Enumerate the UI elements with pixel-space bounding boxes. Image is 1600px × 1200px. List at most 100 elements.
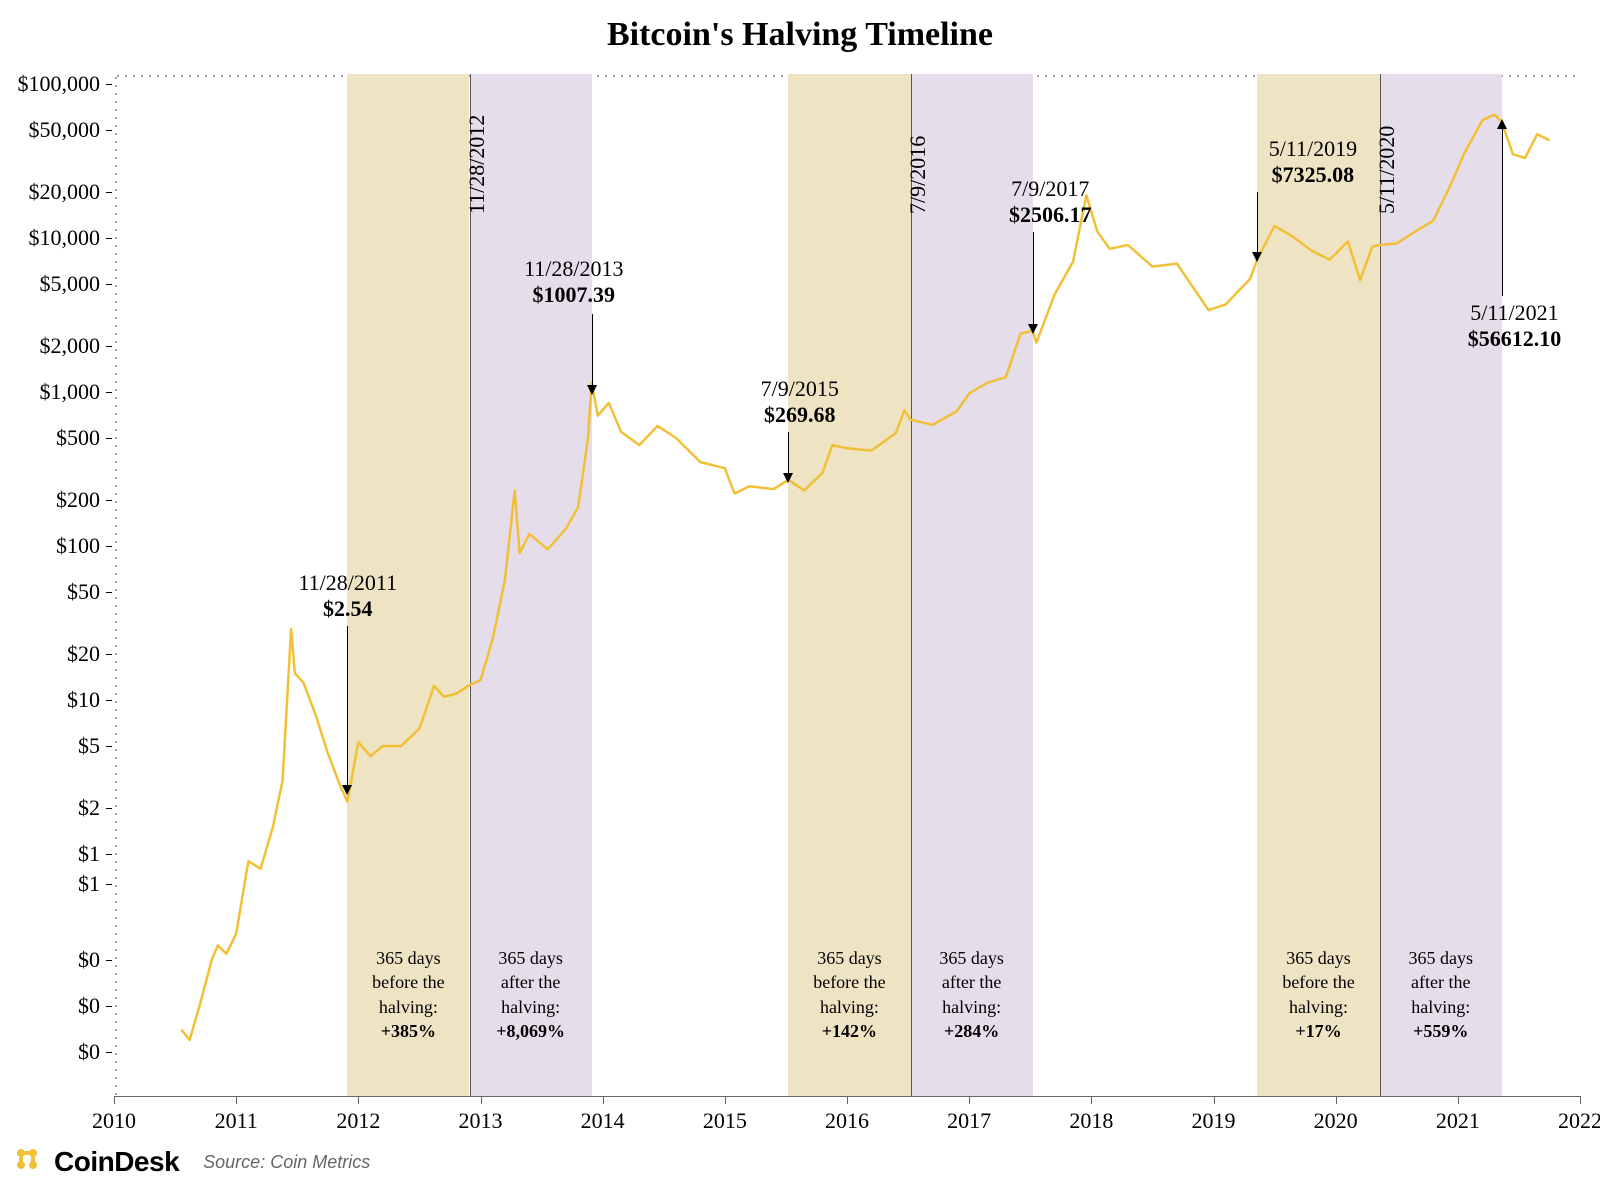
x-tick-label: 2019: [1174, 1108, 1254, 1134]
y-tick-label: $0: [0, 993, 100, 1019]
x-tick-label: 2012: [318, 1108, 398, 1134]
annotation-arrow: [592, 314, 593, 386]
y-tick-label: $2: [0, 795, 100, 821]
chart-title: Bitcoin's Halving Timeline: [0, 16, 1600, 54]
y-tick: [106, 960, 112, 961]
y-tick: [106, 746, 112, 747]
footer: CoinDesk Source: Coin Metrics: [12, 1144, 370, 1180]
annotation-arrow: [1257, 192, 1258, 253]
y-tick: [106, 238, 112, 239]
price-annotation: 11/28/2013$1007.39: [484, 256, 664, 309]
price-annotation: 7/9/2015$269.68: [710, 376, 890, 429]
y-tick-label: $50,000: [0, 117, 100, 143]
annotation-arrow: [788, 432, 789, 474]
x-tick: [358, 1096, 359, 1104]
x-tick-label: 2014: [563, 1108, 643, 1134]
annotation-date: 11/28/2013: [484, 256, 664, 282]
y-tick: [106, 546, 112, 547]
price-annotation: 7/9/2017$2506.17: [960, 176, 1140, 229]
y-tick-label: $0: [0, 947, 100, 973]
annotation-date: 11/28/2011: [258, 570, 438, 596]
annotation-price: $7325.08: [1223, 162, 1403, 188]
y-tick-label: $500: [0, 425, 100, 451]
x-tick-label: 2016: [807, 1108, 887, 1134]
annotation-price: $269.68: [710, 402, 890, 428]
y-tick: [106, 1006, 112, 1007]
x-tick: [481, 1096, 482, 1104]
x-tick: [1091, 1096, 1092, 1104]
x-tick-label: 2013: [441, 1108, 521, 1134]
y-tick-label: $200: [0, 487, 100, 513]
annotation-price: $1007.39: [484, 282, 664, 308]
x-tick: [236, 1096, 237, 1104]
y-tick-label: $0: [0, 1039, 100, 1065]
x-tick: [1336, 1096, 1337, 1104]
y-tick: [106, 130, 112, 131]
y-tick-label: $5: [0, 733, 100, 759]
x-tick-label: 2011: [196, 1108, 276, 1134]
annotation-arrow: [1502, 128, 1503, 296]
arrow-head-icon: [1497, 119, 1507, 129]
x-tick-label: 2021: [1418, 1108, 1498, 1134]
annotation-arrow: [347, 626, 348, 786]
y-tick-label: $10,000: [0, 225, 100, 251]
annotation-price: $56612.10: [1424, 326, 1600, 352]
price-annotation: 5/11/2019$7325.08: [1223, 136, 1403, 189]
y-tick-label: $5,000: [0, 271, 100, 297]
y-tick-label: $50: [0, 579, 100, 605]
y-tick: [106, 700, 112, 701]
arrow-head-icon: [1028, 324, 1038, 334]
price-annotation: 5/11/2021$56612.10: [1424, 300, 1600, 353]
y-tick-label: $1: [0, 841, 100, 867]
x-tick-label: 2020: [1296, 1108, 1376, 1134]
annotation-date: 7/9/2015: [710, 376, 890, 402]
x-tick: [1458, 1096, 1459, 1104]
price-annotation: 11/28/2011$2.54: [258, 570, 438, 623]
y-tick: [106, 346, 112, 347]
arrow-head-icon: [783, 473, 793, 483]
plot-area: 365 daysbefore thehalving:+385%365 daysa…: [114, 74, 1580, 1096]
annotation-date: 5/11/2019: [1223, 136, 1403, 162]
x-tick: [1214, 1096, 1215, 1104]
x-tick: [603, 1096, 604, 1104]
x-tick: [725, 1096, 726, 1104]
y-tick-label: $1: [0, 871, 100, 897]
source-credit: Source: Coin Metrics: [203, 1152, 370, 1173]
x-tick-label: 2022: [1540, 1108, 1600, 1134]
x-tick: [114, 1096, 115, 1104]
coindesk-logo-icon: [12, 1144, 48, 1180]
y-tick: [106, 592, 112, 593]
x-tick: [969, 1096, 970, 1104]
y-tick: [106, 438, 112, 439]
arrow-head-icon: [1252, 252, 1262, 262]
y-tick: [106, 884, 112, 885]
y-tick: [106, 284, 112, 285]
annotation-date: 7/9/2017: [960, 176, 1140, 202]
x-tick-label: 2017: [929, 1108, 1009, 1134]
annotation-price: $2.54: [258, 596, 438, 622]
y-tick-label: $100,000: [0, 71, 100, 97]
y-tick: [106, 192, 112, 193]
x-tick-label: 2015: [685, 1108, 765, 1134]
arrow-head-icon: [342, 785, 352, 795]
y-tick: [106, 1052, 112, 1053]
x-tick-label: 2018: [1051, 1108, 1131, 1134]
y-tick: [106, 392, 112, 393]
y-tick-label: $20,000: [0, 179, 100, 205]
y-tick: [106, 84, 112, 85]
y-tick-label: $10: [0, 687, 100, 713]
chart-container: Bitcoin's Halving Timeline 365 daysbefor…: [0, 0, 1600, 1200]
y-tick: [106, 654, 112, 655]
x-tick: [1580, 1096, 1581, 1104]
y-tick: [106, 808, 112, 809]
annotation-arrow: [1033, 232, 1034, 325]
arrow-head-icon: [587, 385, 597, 395]
x-tick-label: 2010: [74, 1108, 154, 1134]
annotation-date: 5/11/2021: [1424, 300, 1600, 326]
y-tick: [106, 854, 112, 855]
y-tick-label: $1,000: [0, 379, 100, 405]
y-tick: [106, 500, 112, 501]
y-tick-label: $20: [0, 641, 100, 667]
y-tick-label: $100: [0, 533, 100, 559]
y-tick-label: $2,000: [0, 333, 100, 359]
